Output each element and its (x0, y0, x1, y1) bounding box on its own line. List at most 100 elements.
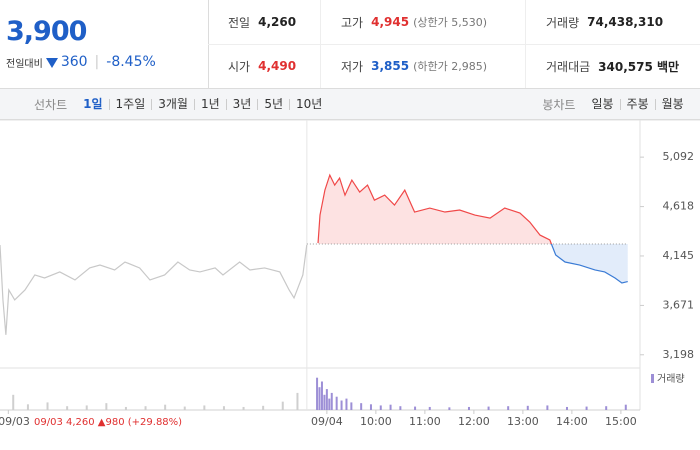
stats-row: 전일 4,260 고가 4,945 (상한가 5,530) 거래량 74,438,310 (208, 0, 700, 45)
volume-bar (66, 406, 69, 410)
legend-swatch (651, 374, 654, 383)
stat-value: 4,945 (371, 15, 410, 29)
period-tab[interactable]: 5년 (257, 98, 289, 110)
volume-bar (507, 406, 510, 410)
volume-bar (296, 392, 299, 410)
volume-bar (448, 407, 451, 410)
stat-value: 74,438,310 (587, 15, 664, 29)
volume-bar (105, 403, 108, 410)
stat-label: 거래량 (546, 15, 580, 30)
nav-title: 선차트 (34, 97, 68, 112)
x-tick-label: 09/03 (0, 415, 30, 428)
volume-bar (316, 377, 319, 410)
change-rate: -8.45% (106, 54, 156, 70)
volume-bar (414, 406, 417, 410)
volume-bar (242, 406, 245, 410)
volume-bar (345, 398, 348, 410)
prev-summary: 09/03 4,260 ▲980 (+29.88%) (34, 417, 182, 428)
stat-cell: 고가 4,945 (상한가 5,530) (320, 0, 525, 44)
volume-bar (585, 406, 588, 410)
volume-bar (565, 406, 568, 410)
volume-bar (605, 406, 608, 410)
volume-bar (379, 405, 382, 410)
volume-bar (222, 406, 225, 410)
x-tick-label: 14:00 (556, 415, 588, 428)
volume-bar (281, 401, 284, 410)
x-tick-label: 15:00 (605, 415, 637, 428)
stat-cell: 전일 4,260 (208, 0, 320, 44)
x-tick-label: 13:00 (507, 415, 539, 428)
stats-row: 시가 4,490 저가 3,855 (하한가 2,985) 거래대금 340,575 백만 (208, 44, 700, 88)
volume-bar (85, 405, 88, 410)
stat-label: 전일 (228, 15, 251, 30)
stat-value: 340,575 백만 (598, 59, 680, 74)
chart: 3,198 3,671 4,145 4,618 5,092 09/03 09/04 10:00… (0, 120, 700, 428)
volume-bar (318, 387, 321, 410)
separator: | (94, 54, 100, 70)
volume-bar (350, 402, 353, 410)
volume-bar (26, 404, 29, 410)
volume-bar (323, 394, 326, 410)
stat-value: 3,855 (371, 59, 410, 73)
period-tab[interactable]: 3개월 (151, 98, 194, 110)
period-tab[interactable]: 일봉 (591, 96, 614, 111)
stat-label: 거래대금 (546, 59, 591, 74)
period-tab[interactable]: 주봉 (619, 98, 655, 110)
quote-header: 3,900 전일대비 360 | -8.45% 전일 4,260 고가 4,945 (상… (0, 0, 700, 89)
volume-bar (340, 400, 343, 410)
volume-bar (183, 406, 186, 410)
y-tick-label: 4,618 (663, 200, 695, 213)
period-tab[interactable]: 1년 (193, 98, 226, 110)
volume-bar (369, 404, 372, 410)
price-line (0, 244, 308, 335)
area-fill (318, 175, 628, 283)
stat-label: 시가 (228, 59, 251, 74)
volume-bar (164, 404, 167, 410)
volume-bar (124, 406, 127, 410)
volume-bar (546, 405, 549, 410)
stat-note: (상한가 5,530) (413, 16, 487, 29)
volume-bar (399, 406, 402, 410)
x-tick-label: 11:00 (409, 415, 441, 428)
stat-label: 고가 (341, 15, 364, 30)
change-label: 전일대비 (6, 58, 43, 70)
volume-bar (487, 406, 490, 410)
price-change: 전일대비 360 | -8.45% (6, 54, 156, 70)
legend-label: 거래량 (657, 373, 685, 385)
period-tab[interactable]: 월봉 (654, 98, 690, 110)
stat-label: 저가 (341, 59, 364, 74)
x-tick-label: 12:00 (458, 415, 490, 428)
period-tab[interactable]: 1주일 (108, 98, 152, 110)
volume-bar (203, 405, 206, 410)
x-tick-label: 10:00 (360, 415, 392, 428)
y-tick-label: 5,092 (663, 150, 695, 163)
candle-chart-periods: 봉차트 일봉 주봉 월봉 (508, 96, 689, 113)
down-arrow (45, 57, 58, 68)
volume-bar (335, 396, 338, 410)
volume-bar (144, 406, 147, 410)
x-tick-label: 09/04 (311, 415, 343, 428)
volume-bar (325, 389, 328, 410)
volume-bar (624, 404, 627, 410)
volume-bar (12, 394, 15, 410)
stat-cell: 거래대금 340,575 백만 (525, 44, 700, 88)
volume-bar (330, 392, 333, 410)
volume-bar (360, 403, 363, 410)
current-price-panel: 3,900 전일대비 360 | -8.45% (0, 0, 209, 88)
y-tick-label: 3,198 (663, 348, 695, 361)
volume-bar (46, 402, 49, 410)
period-tab[interactable]: 3년 (225, 98, 258, 110)
volume-bar (320, 381, 323, 410)
period-tab[interactable]: 10년 (289, 98, 328, 110)
volume-bar (262, 405, 265, 410)
period-tab[interactable]: 1일 (83, 96, 103, 111)
stat-cell: 저가 3,855 (하한가 2,985) (320, 44, 525, 88)
stat-cell: 거래량 74,438,310 (525, 0, 700, 44)
line-chart-periods: 선차트 1일 1주일 3개월 1년 3년 5년 10년 (0, 96, 328, 113)
stat-note: (하한가 2,985) (413, 60, 487, 73)
current-price: 3,900 (6, 16, 87, 47)
period-nav: 선차트 1일 1주일 3개월 1년 3년 5년 10년 봉차트 일봉 주봉 월봉 (0, 89, 700, 120)
change-value: 360 (60, 54, 88, 70)
nav-title: 봉차트 (542, 97, 576, 112)
